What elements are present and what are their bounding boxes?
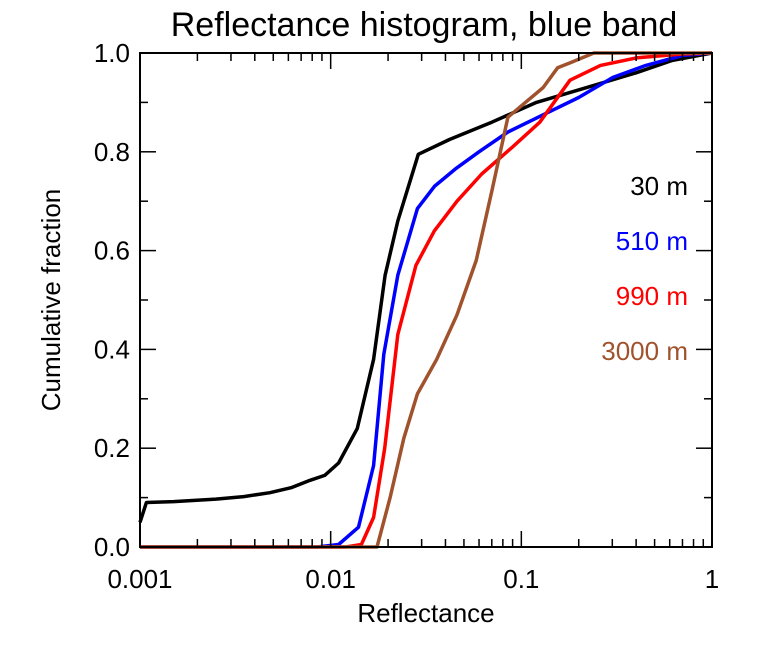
series-line-1 bbox=[140, 51, 713, 549]
x-axis-label: Reflectance bbox=[357, 598, 494, 628]
x-tick-label: 1 bbox=[705, 564, 719, 594]
y-tick-label: 0.8 bbox=[94, 137, 130, 167]
legend-entry-3: 3000 m bbox=[601, 336, 688, 366]
chart-title: Reflectance histogram, blue band bbox=[171, 6, 678, 44]
y-axis-label: Cumulative fraction bbox=[36, 189, 66, 412]
y-tick-label: 0.2 bbox=[94, 433, 130, 463]
legend-entry-1: 510 m bbox=[616, 226, 688, 256]
y-tick-label: 1.0 bbox=[94, 38, 130, 68]
legend-entry-0: 30 m bbox=[630, 171, 688, 201]
tick-layer bbox=[139, 52, 713, 548]
series-line-2 bbox=[140, 51, 713, 549]
y-tick-label: 0.0 bbox=[94, 532, 130, 562]
series-layer bbox=[138, 51, 713, 549]
x-tick-label: 0.01 bbox=[305, 564, 356, 594]
series-line-3 bbox=[140, 51, 712, 549]
y-tick-label: 0.4 bbox=[94, 334, 130, 364]
x-tick-label: 0.1 bbox=[503, 564, 539, 594]
x-tick-label: 0.001 bbox=[107, 564, 172, 594]
legend: 30 m 510 m 990 m 3000 m bbox=[601, 171, 688, 366]
tick-label-layer: 0.001 0.01 0.1 1 0.0 0.2 0.4 0.6 0.8 1.0 bbox=[94, 38, 719, 594]
legend-entry-2: 990 m bbox=[616, 281, 688, 311]
y-tick-label: 0.6 bbox=[94, 236, 130, 266]
